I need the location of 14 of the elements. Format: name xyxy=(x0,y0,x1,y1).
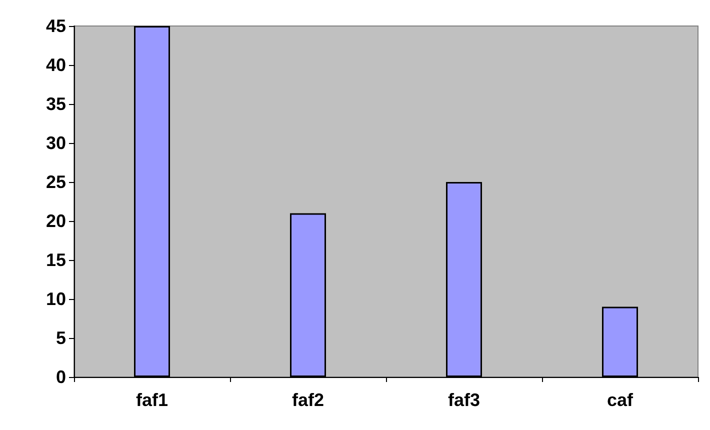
y-tick-label: 35 xyxy=(46,94,66,114)
y-tick-label: 30 xyxy=(46,133,66,153)
y-tick-label: 20 xyxy=(46,211,66,231)
x-tick-label: faf1 xyxy=(136,390,168,410)
y-tick-label: 40 xyxy=(46,55,66,75)
y-tick-label: 45 xyxy=(46,16,66,36)
y-tick-label: 25 xyxy=(46,172,66,192)
y-tick-label: 10 xyxy=(46,289,66,309)
y-tick-label: 5 xyxy=(56,328,66,348)
y-tick-label: 15 xyxy=(46,250,66,270)
x-tick-label: caf xyxy=(606,390,634,410)
x-tick-label: faf3 xyxy=(448,390,480,410)
x-tick-label: faf2 xyxy=(292,390,324,410)
y-tick-label: 0 xyxy=(56,367,66,387)
